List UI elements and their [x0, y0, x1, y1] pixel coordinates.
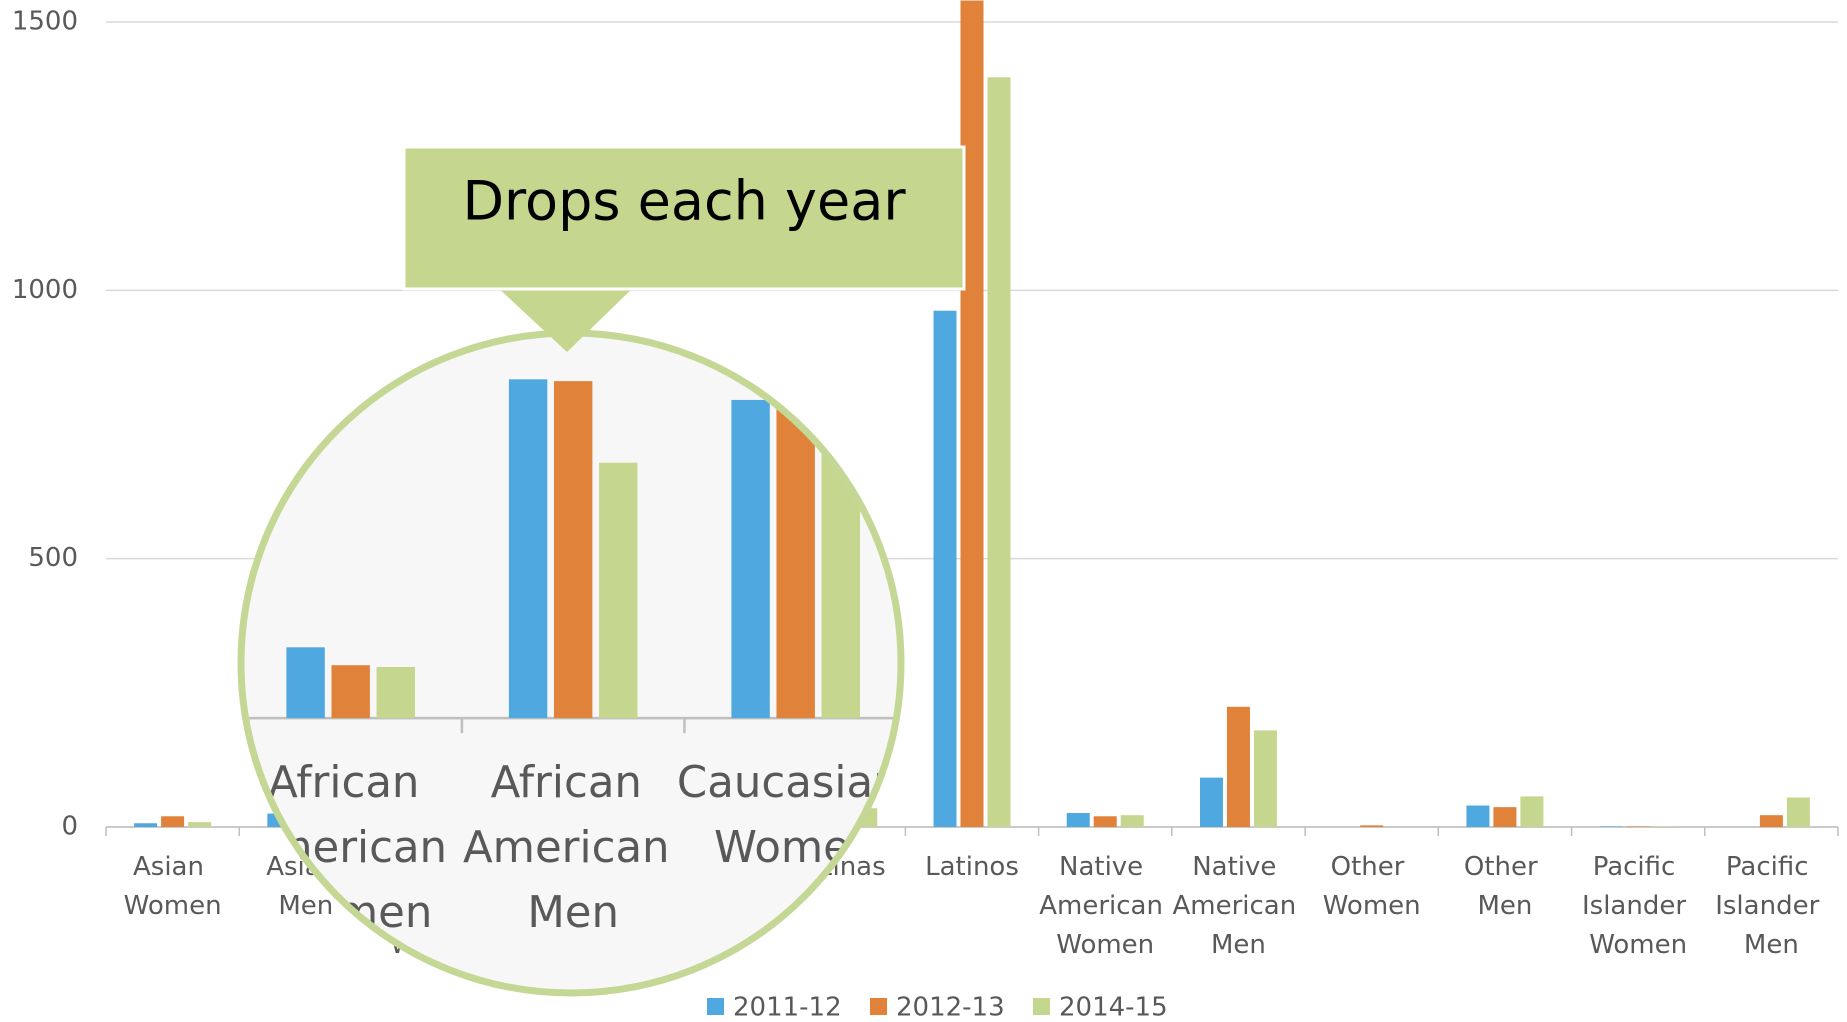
bar	[1520, 796, 1544, 827]
bar	[1360, 825, 1384, 827]
magnified-plot	[241, 333, 901, 939]
bar	[134, 823, 158, 827]
legend-swatch	[707, 998, 724, 1015]
callout-pointer	[495, 285, 636, 352]
x-tick-label: Native American Men	[1172, 852, 1304, 960]
y-tick-label: 500	[28, 543, 78, 573]
x-tick-label: Other Men	[1464, 852, 1546, 921]
bar	[1120, 815, 1144, 827]
y-tick-label: 1500	[12, 7, 78, 37]
y-tick-label: 0	[61, 812, 78, 842]
legend-label: 2012-13	[896, 993, 1005, 1022]
bar	[188, 822, 212, 827]
legend-label: 2011-12	[733, 993, 842, 1022]
x-tick-label: Latinos	[925, 852, 1019, 882]
bar	[1199, 777, 1223, 827]
x-tick-label: Pacific Islander Women	[1582, 852, 1694, 960]
bar	[1493, 807, 1517, 827]
x-tick-label: Other Women	[1323, 852, 1421, 921]
bar	[1066, 813, 1090, 827]
bar	[1466, 805, 1490, 827]
magnified-view	[241, 333, 901, 939]
bar	[1626, 826, 1650, 827]
callout-box	[402, 145, 966, 291]
x-tick-label: Asian Women	[124, 852, 222, 921]
bar	[161, 816, 185, 827]
legend-swatch	[870, 998, 887, 1015]
bar	[960, 0, 984, 828]
callout-text: Drops each year	[462, 170, 906, 233]
bar	[1786, 797, 1810, 827]
bar	[1253, 730, 1277, 827]
magnifier: Drops each year	[237, 145, 966, 997]
bar	[1093, 816, 1117, 827]
bar	[1226, 706, 1250, 827]
bar	[1599, 826, 1623, 827]
x-tick-label: Pacific Islander Men	[1715, 852, 1827, 960]
bar	[933, 310, 957, 827]
bar	[987, 77, 1011, 827]
legend-label: 2014-15	[1059, 993, 1168, 1022]
x-tick-label: Native American Women	[1039, 852, 1171, 960]
y-tick-label: 1000	[12, 275, 78, 305]
bar	[1759, 815, 1783, 827]
bar	[1653, 826, 1677, 827]
legend-swatch	[1033, 998, 1050, 1015]
legend: 2011-12 2012-13 2014-15	[707, 993, 1168, 1022]
